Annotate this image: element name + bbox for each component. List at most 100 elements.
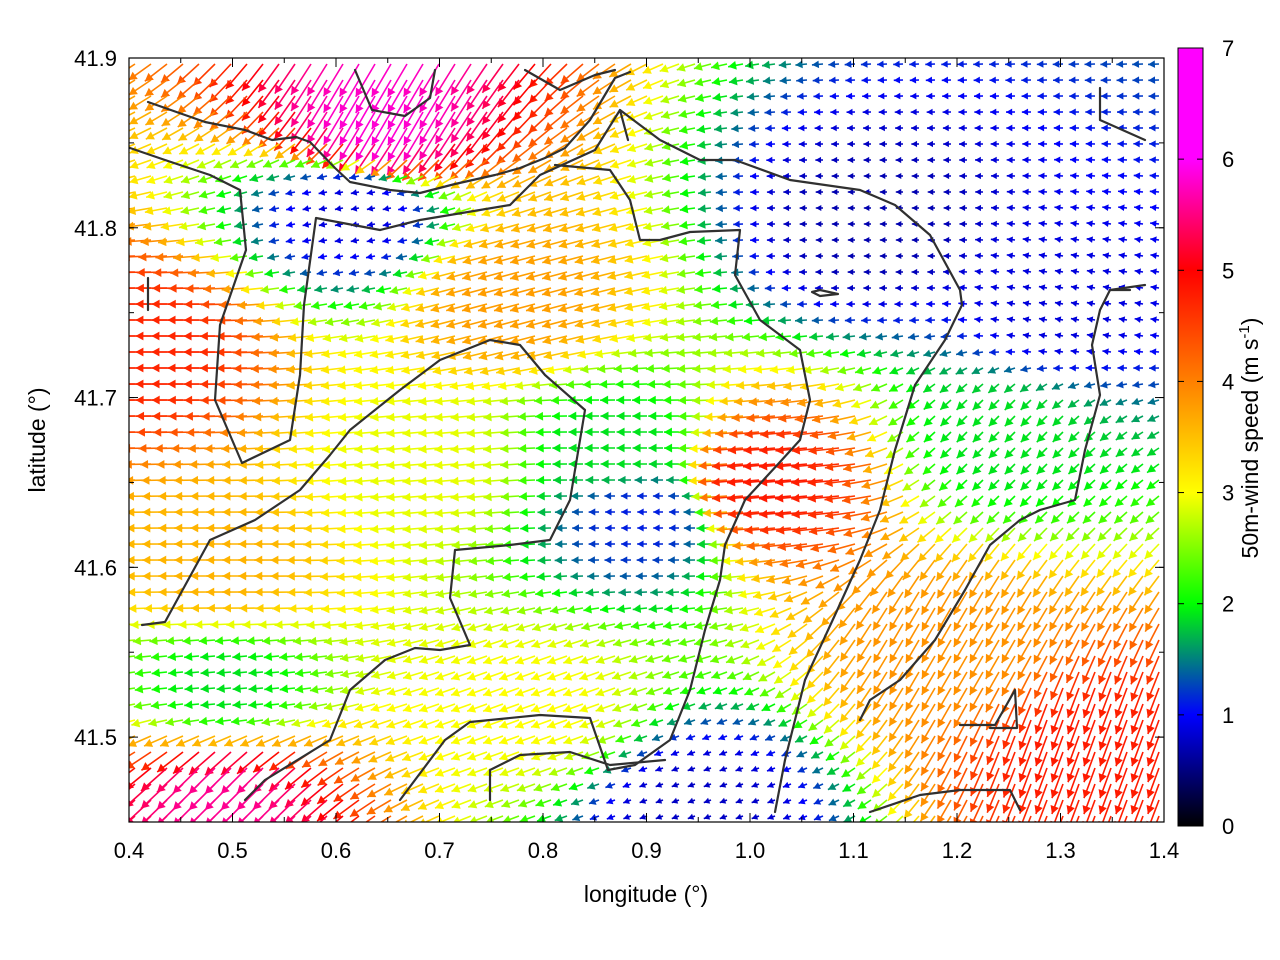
wind-arrow-head [1133, 124, 1140, 132]
wind-arrow-head [1038, 316, 1046, 323]
wind-arrow-head [462, 320, 471, 329]
wind-arrow-head [699, 493, 708, 502]
wind-arrow-head [923, 433, 933, 443]
wind-arrow-head [334, 189, 342, 196]
wind-arrow-head [510, 351, 520, 361]
wind-arrow-head [226, 135, 236, 144]
wind-arrow-head [129, 555, 135, 565]
wind-arrow-head [797, 108, 805, 116]
wind-arrow-head [879, 204, 886, 212]
wind-arrow-head [927, 252, 934, 260]
wind-arrow-head [385, 350, 394, 359]
wind-arrow-head [792, 430, 802, 439]
wind-arrow-head [232, 652, 241, 661]
wind-arrow-head [825, 332, 834, 341]
wind-arrow-head [1054, 332, 1062, 339]
wind-arrow-head [600, 443, 609, 453]
wind-arrow-head [526, 256, 536, 265]
wind-arrow-head [842, 495, 851, 504]
wind-arrow-head [291, 85, 300, 95]
wind-arrow-head [900, 498, 910, 507]
wind-arrow-head [158, 507, 167, 517]
wind-arrow-head [302, 205, 310, 212]
wind-arrow-head [696, 523, 705, 533]
wind-arrow-head [759, 493, 768, 503]
wind-arrow-head [402, 540, 411, 550]
wind-arrow-head [959, 140, 965, 148]
wind-arrow-head [333, 173, 341, 181]
wind-arrow-head [766, 172, 773, 180]
wind-arrow-head [661, 205, 671, 214]
wind-arrow-head [574, 304, 584, 313]
wind-arrow-head [676, 301, 685, 310]
wind-arrow-head [1102, 300, 1110, 307]
wind-arrow-head [105, 252, 113, 261]
wind-arrow-head [642, 65, 652, 74]
wind-arrow-head [824, 462, 834, 472]
wind-arrow-head [585, 588, 594, 597]
wind-arrow-head [482, 115, 491, 125]
wind-arrow-head [290, 620, 299, 630]
wind-arrow-head [290, 152, 300, 162]
wind-arrow-head [136, 427, 145, 437]
wind-arrow-head [831, 172, 838, 180]
wind-arrow-head [146, 191, 155, 200]
wind-arrow-head [843, 463, 852, 473]
wind-arrow-head [1150, 284, 1157, 291]
wind-arrow-head [1022, 140, 1029, 148]
wind-arrow-head [103, 332, 111, 341]
wind-arrow-head [743, 509, 752, 519]
wind-arrow-head [338, 412, 347, 422]
wind-arrow-head [767, 381, 776, 391]
wind-arrow-head [1004, 417, 1014, 427]
wind-arrow-head [1020, 433, 1030, 443]
wind-arrow-head [616, 411, 625, 421]
wind-arrow-head [891, 332, 900, 341]
wind-arrow-head [766, 188, 773, 196]
wind-arrow-head [1069, 124, 1076, 132]
wind-arrow-head [927, 172, 934, 180]
wind-arrow-head [157, 475, 166, 485]
wind-arrow-head [528, 124, 538, 133]
wind-arrow-head [637, 540, 644, 548]
wind-arrow-head [510, 256, 520, 265]
wind-arrow-head [731, 140, 740, 149]
wind-arrow-head [863, 140, 870, 148]
wind-arrow-head [943, 220, 950, 228]
wind-arrow-head [149, 636, 158, 646]
wind-arrow-head [658, 285, 668, 295]
wind-arrow-head [528, 165, 538, 173]
wind-arrow-head [893, 316, 900, 324]
wind-arrow-shaft [129, 143, 136, 148]
wind-arrow-head [286, 221, 293, 228]
wind-arrow-head [990, 332, 997, 340]
wind-arrow-head [293, 301, 303, 310]
wind-arrow-head [200, 395, 209, 405]
wind-arrow-head [497, 180, 507, 188]
wind-arrow-head [543, 351, 553, 360]
wind-arrow-head [528, 193, 538, 202]
wind-arrow-head [814, 398, 824, 408]
wind-arrow-head [875, 332, 884, 341]
wind-arrow-head [990, 316, 998, 323]
wind-arrow-head [806, 348, 815, 358]
wind-arrow-head [1070, 348, 1077, 355]
wind-arrow-head [697, 204, 706, 213]
wind-arrow-head [303, 365, 313, 374]
wind-arrow-head [943, 268, 949, 276]
wind-arrow-head [174, 555, 183, 565]
wind-arrow-head [830, 300, 837, 308]
wind-arrow-head [751, 574, 760, 583]
wind-arrow-head [599, 379, 608, 389]
wind-arrow-head [1145, 532, 1155, 541]
wind-arrow-head [518, 427, 527, 437]
wind-arrow-head [542, 304, 551, 313]
wind-arrow-head [772, 348, 782, 358]
wind-arrow-head [676, 285, 686, 294]
wind-arrow-head [199, 363, 208, 373]
wind-arrow-head [568, 411, 577, 421]
wind-arrow-head [254, 539, 263, 549]
wind-arrow-head [626, 82, 636, 91]
wind-arrow-head [632, 395, 641, 405]
wind-arrow-head [558, 240, 568, 249]
